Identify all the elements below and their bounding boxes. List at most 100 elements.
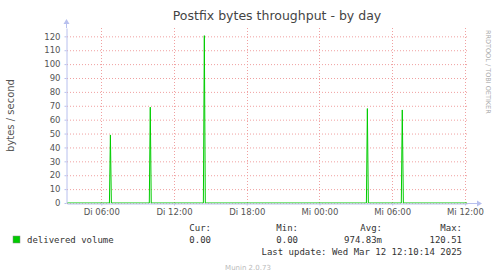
x-axis-line [68,204,468,205]
plot-area [67,36,467,203]
x-tick-mark [392,204,393,206]
y-axis-arrow [64,19,70,24]
y-grid-line [67,120,467,121]
y-tick-label: 90 [50,73,61,83]
y-tick: 0 [55,198,66,208]
footer: Last update: Wed Mar 12 12:10:14 2025 [262,247,462,257]
y-tick-label: 20 [50,170,61,180]
y-tick-mark [65,134,67,135]
background [0,0,497,275]
y-tick-mark [65,36,67,37]
y-grid-line [67,189,467,190]
y-grid-line [67,92,467,93]
legend-stat: 0.00 [276,235,298,245]
legend-header: Min: [276,223,298,233]
y-grid-line [67,106,467,107]
y-tick-label: 120 [44,32,60,42]
x-tick-mark [247,204,248,206]
y-tick-label: 110 [44,45,60,55]
x-tick-label: Di 06:00 [84,207,120,217]
x-axis: Di 06:00 Di 12:00 Di 18:00 Mi 00:00 Mi 06:00… [68,204,484,217]
y-tick-mark [65,106,67,107]
x-grid-line [174,28,175,203]
y-tick-mark [65,92,67,93]
legend-label: delivered volume [27,235,114,245]
y-tick-label: 100 [44,59,60,69]
y-axis-title: bytes / second [5,79,16,152]
legend-header: Cur: [189,223,211,233]
x-tick: Di 06:00 [84,204,120,217]
y-tick-mark [65,161,67,162]
y-tick-mark [65,189,67,190]
x-grid-line [319,28,320,203]
legend-header: Avg: [360,223,382,233]
y-grid-line [67,134,467,135]
x-tick-label: Di 12:00 [156,207,192,217]
x-tick: Mi 06:00 [374,204,411,217]
y-grid-line [67,147,467,148]
y-tick: 110 [44,45,66,55]
y-grid-line [67,78,467,79]
y-tick-label: 10 [50,184,61,194]
x-grid-line [101,28,102,203]
x-tick-label: Mi 12:00 [447,207,484,217]
y-tick: 70 [50,101,67,111]
y-tick-label: 70 [50,101,61,111]
y-tick-mark [65,147,67,148]
credit: Munin 2.0.73 [225,264,271,272]
y-tick-mark [65,203,67,204]
y-axis-line [67,29,68,204]
x-tick-mark [319,204,320,206]
y-grid-line [67,175,467,176]
x-tick-label: Di 18:00 [229,207,265,217]
legend-swatch [13,236,20,243]
x-tick-mark [174,204,175,206]
x-axis-arrow [477,201,482,207]
title: Postfix bytes throughput - by day [173,8,382,23]
y-grid-line [67,50,467,51]
legend-stat: 120.51 [429,235,462,245]
y-tick-label: 60 [50,115,61,125]
x-tick-mark [101,204,102,206]
y-tick-mark [65,120,67,121]
grid [67,28,467,204]
y-tick: 120 [44,32,66,42]
legend: delivered volume Cur: 0.00 Min: 0.00 Avg: 974.… [13,223,462,245]
y-tick-mark [65,50,67,51]
side-text: RRDTOOL / TOBI OETIKER [484,30,492,114]
x-tick: Di 18:00 [229,204,265,217]
y-tick: 60 [50,115,67,125]
x-tick-label: Mi 06:00 [374,207,411,217]
legend-stat: 974.83m [344,235,382,245]
y-tick: 10 [50,184,67,194]
x-tick: Mi 00:00 [302,204,339,217]
y-tick: 80 [50,87,67,97]
y-grid-line [67,161,467,162]
x-grid-line [247,28,248,203]
y-tick: 20 [50,170,67,180]
x-tick-label: Mi 00:00 [302,207,339,217]
y-tick: 90 [50,73,67,83]
y-tick: 100 [44,59,66,69]
y-tick-label: 50 [50,129,61,139]
x-tick-mark [465,204,466,206]
y-tick: 50 [50,129,67,139]
x-grid-line [465,28,466,203]
y-tick: 30 [50,157,67,167]
series-line [67,36,467,203]
chart: Postfix bytes throughput - by day bytes /… [0,0,497,275]
y-axis: 0 10 20 30 40 50 60 70 80 90 100 110 120 [44,29,67,209]
y-tick-label: 0 [55,198,60,208]
y-tick-label: 30 [50,157,61,167]
legend-stat: 0.00 [189,235,211,245]
y-grid-line [67,36,467,37]
y-grid-line [67,64,467,65]
legend-header: Max: [440,223,462,233]
y-tick-mark [65,78,67,79]
y-tick-label: 40 [50,143,61,153]
y-tick-mark [65,175,67,176]
x-tick: Di 12:00 [156,204,192,217]
x-grid-line [392,28,393,203]
y-tick: 40 [50,143,67,153]
y-tick-label: 80 [50,87,61,97]
